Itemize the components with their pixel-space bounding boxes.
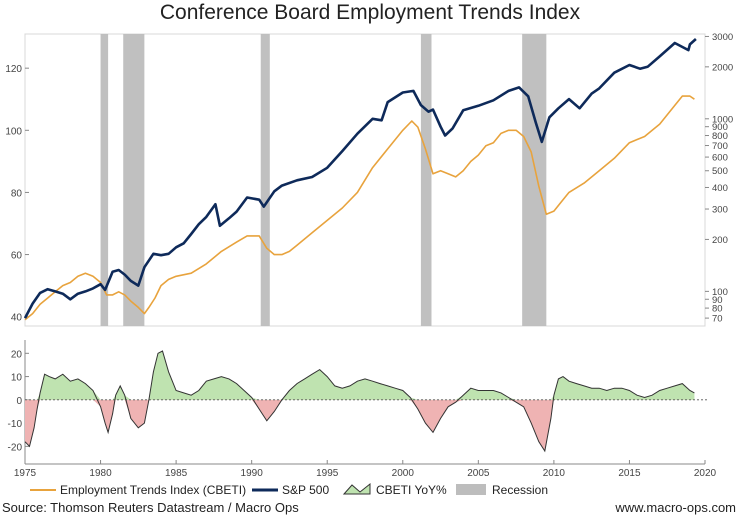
right-tick-label: 1000 — [712, 114, 733, 125]
x-axis-ticks: 1975 1980 1985 1990 1995 2000 2005 2010 2015 2020 — [14, 460, 717, 479]
x-tick-label: 1995 — [316, 468, 339, 479]
x-tick-label: 1980 — [89, 468, 112, 479]
recession-band-4 — [522, 34, 547, 326]
right-tick-label: 80 — [712, 304, 723, 315]
legend-sp500-label: S&P 500 — [282, 483, 329, 497]
footer-source: Source: Thomson Reuters Datastream / Mac… — [2, 500, 299, 515]
top-plot-frame — [24, 33, 706, 327]
right-tick-label: 90 — [712, 295, 723, 306]
left-tick-label: 60 — [11, 251, 23, 262]
bottom-panel: -20 -10 0 10 20 1975 1980 1985 1990 1995 2000 2005… — [8, 340, 717, 479]
footer-website: www.macro-ops.com — [614, 500, 736, 515]
right-tick-label: 600 — [712, 153, 728, 164]
legend: Employment Trends Index (CBETI) S&P 500 … — [30, 482, 548, 497]
yoy-tick-label: 10 — [11, 373, 23, 384]
yoy-tick-label: 20 — [11, 349, 23, 360]
x-tick-label: 1975 — [14, 468, 37, 479]
x-tick-label: 2015 — [618, 468, 641, 479]
legend-yoy-swatch — [342, 482, 371, 495]
yoy-tick-label: -10 — [8, 419, 23, 430]
right-tick-label: 70 — [712, 314, 723, 325]
sp500-series-line — [23, 38, 697, 319]
right-tick-label: 200 — [712, 235, 728, 246]
left-tick-label: 100 — [5, 126, 22, 137]
right-tick-label: 3000 — [712, 32, 733, 43]
recession-band-2 — [260, 34, 270, 326]
x-tick-label: 2000 — [392, 468, 415, 479]
yoy-positive-area — [25, 351, 695, 400]
right-tick-label: 2000 — [712, 62, 733, 73]
right-tick-label: 500 — [712, 166, 728, 177]
recession-band-1 — [123, 34, 145, 326]
yoy-tick-label: -20 — [8, 442, 23, 453]
legend-yoy-label: CBETI YoY% — [376, 483, 447, 497]
legend-recession-label: Recession — [492, 483, 548, 497]
yoy-series-line — [24, 350, 695, 453]
right-tick-label: 300 — [712, 205, 728, 216]
recession-bands — [100, 34, 547, 326]
legend-recession-swatch — [456, 484, 486, 495]
right-tick-label: 100 — [712, 287, 728, 298]
left-tick-label: 120 — [5, 64, 22, 75]
left-tick-label: 80 — [11, 188, 23, 199]
yoy-negative-area — [25, 399, 695, 451]
right-tick-label: 700 — [712, 141, 728, 152]
recession-band-0 — [100, 34, 109, 326]
legend-cbeti-label: Employment Trends Index (CBETI) — [60, 483, 246, 497]
left-tick-label: 40 — [11, 313, 23, 324]
right-tick-label: 900 — [712, 122, 728, 133]
yoy-tick-label: 0 — [16, 396, 22, 407]
x-tick-label: 1990 — [241, 468, 264, 479]
x-tick-label: 1985 — [165, 468, 188, 479]
x-tick-label: 2020 — [694, 468, 717, 479]
right-tick-label: 800 — [712, 131, 728, 142]
right-tick-label: 400 — [712, 183, 728, 194]
recession-band-3 — [420, 34, 432, 326]
x-tick-label: 2005 — [467, 468, 490, 479]
cbeti-series-line — [24, 95, 695, 321]
chart-title: Conference Board Employment Trends Index — [160, 1, 581, 24]
x-tick-label: 2010 — [543, 468, 566, 479]
